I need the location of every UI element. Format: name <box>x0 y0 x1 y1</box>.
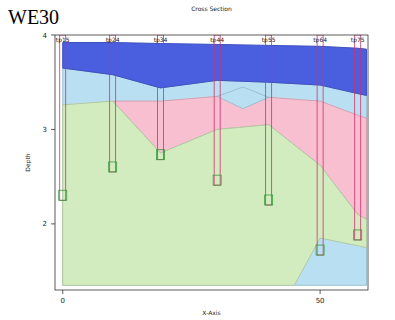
layer <box>63 68 367 285</box>
borehole <box>214 35 220 185</box>
x-tick-label: 50 <box>316 297 325 305</box>
x-tick-label: 0 <box>60 297 64 305</box>
layer-outline <box>63 43 367 96</box>
borehole-label: tp34 <box>154 36 168 44</box>
borehole <box>355 35 361 240</box>
y-tick <box>51 223 55 224</box>
borehole-end <box>109 162 117 172</box>
x-axis-label: X-Axis <box>202 309 220 316</box>
borehole <box>317 35 323 255</box>
borehole-end <box>157 150 165 160</box>
borehole-label: tp64 <box>313 36 327 44</box>
plot-background <box>55 35 368 290</box>
y-tick-label: 4 <box>43 32 48 40</box>
borehole-end <box>316 245 324 255</box>
layer <box>63 101 367 285</box>
layer-outline <box>63 68 367 285</box>
borehole-end <box>213 175 221 185</box>
borehole-end <box>354 230 362 240</box>
borehole-label: tp15 <box>56 36 70 44</box>
borehole-end <box>59 190 67 200</box>
borehole <box>60 35 66 200</box>
chart: tp15 tp24 tp34 tp44 tp55 tp64 tp75 0 50 2 3 4 WE30 Cr… <box>0 0 395 320</box>
layer-outline <box>63 101 367 285</box>
y-axis-label: Depth <box>24 153 32 171</box>
borehole-label: tp24 <box>106 36 120 44</box>
x-tick <box>320 290 321 294</box>
borehole-label: tp75 <box>351 36 365 44</box>
borehole <box>110 35 116 172</box>
borehole <box>158 35 164 160</box>
x-tick <box>62 290 63 294</box>
borehole <box>266 35 272 205</box>
plot-frame <box>55 35 368 290</box>
y-tick-label: 3 <box>43 126 47 134</box>
subtitle: Cross Section <box>191 5 232 12</box>
borehole-end <box>265 195 273 205</box>
borehole-label: tp55 <box>262 36 276 44</box>
layer <box>217 87 268 109</box>
layer <box>63 43 367 96</box>
borehole-label: tp44 <box>210 36 224 44</box>
y-tick-label: 2 <box>43 220 47 228</box>
layer-outline <box>217 87 268 109</box>
title: WE30 <box>8 6 59 28</box>
data-layer <box>59 35 367 285</box>
y-tick <box>51 129 55 130</box>
y-tick <box>51 35 55 36</box>
